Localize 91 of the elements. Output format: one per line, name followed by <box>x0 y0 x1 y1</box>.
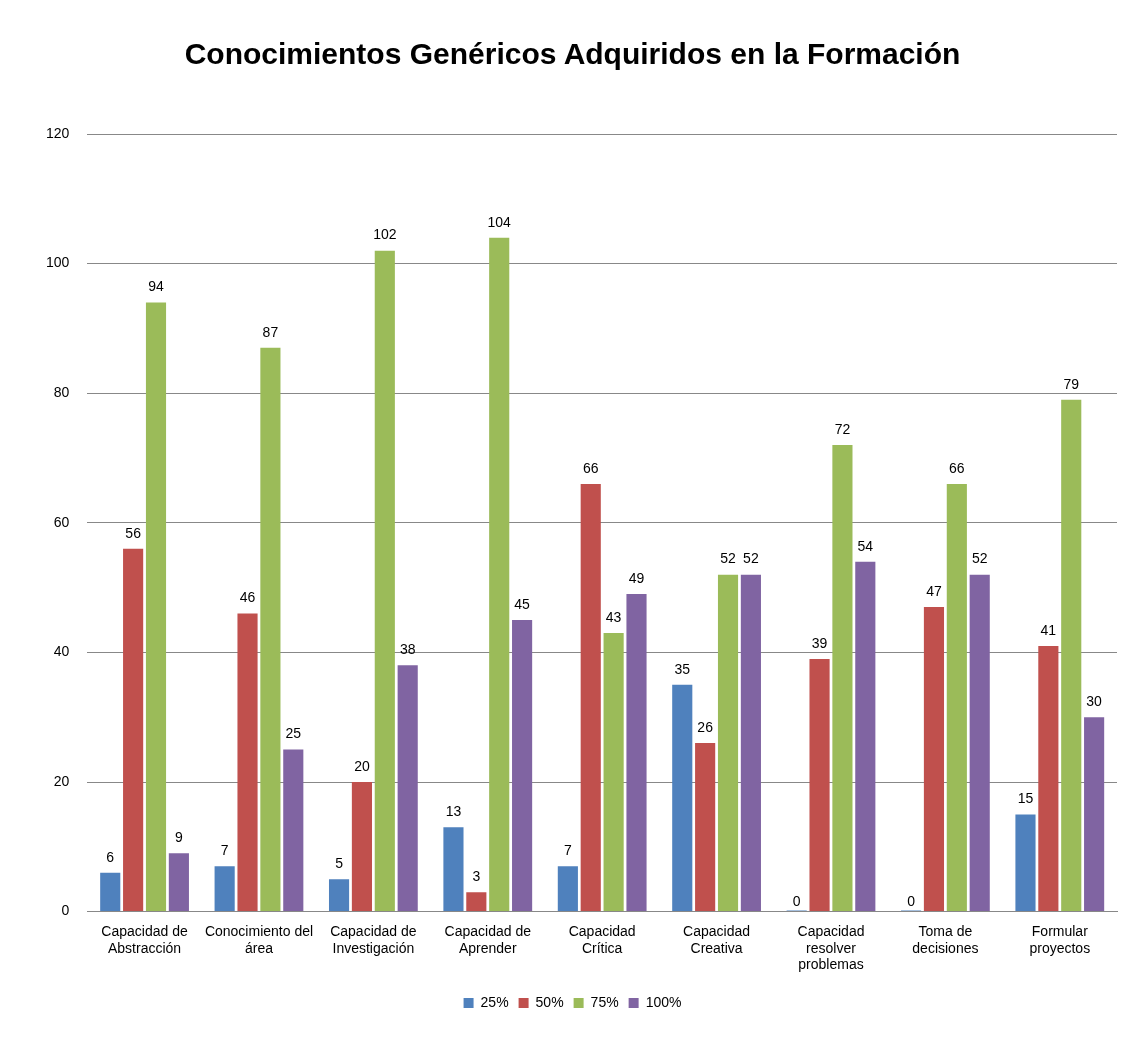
bar <box>717 574 739 912</box>
data-label: 6 <box>106 848 115 865</box>
data-label: 52 <box>743 550 759 567</box>
bar <box>443 827 464 912</box>
data-label: 54 <box>857 537 874 554</box>
data-label: 66 <box>949 459 965 476</box>
data-label: 72 <box>834 420 851 437</box>
y-tick-label: 60 <box>53 513 70 530</box>
bar <box>695 743 716 912</box>
bar <box>283 749 304 912</box>
data-label: 0 <box>792 893 801 910</box>
bar <box>123 548 144 912</box>
x-tick-label: Capacidad resolver problemas <box>797 922 865 973</box>
data-label: 25 <box>285 725 302 742</box>
bar <box>466 892 487 912</box>
data-label: 94 <box>148 278 164 295</box>
data-label: 20 <box>354 757 370 774</box>
bar <box>923 607 945 912</box>
data-label: 13 <box>445 803 462 820</box>
bar <box>168 853 189 912</box>
y-tick-label: 40 <box>53 643 70 660</box>
data-label: 45 <box>514 595 531 612</box>
bar <box>740 574 761 912</box>
data-label: 79 <box>1063 375 1080 392</box>
data-label: 5 <box>335 855 344 872</box>
bar <box>1015 814 1036 912</box>
bar <box>672 684 693 912</box>
data-label: 66 <box>582 459 599 476</box>
bar <box>351 782 372 912</box>
data-label: 52 <box>720 550 737 567</box>
bar <box>512 620 533 912</box>
bar <box>100 872 121 912</box>
y-tick-label: 0 <box>61 902 70 919</box>
data-label: 35 <box>674 660 691 677</box>
y-tick-label: 100 <box>46 254 70 271</box>
y-tick-label: 120 <box>46 124 70 141</box>
x-tick-label: Capacidad Crítica <box>568 922 636 956</box>
data-label: 41 <box>1040 621 1057 638</box>
legend-label: 100% <box>645 993 682 1010</box>
bar <box>489 237 510 912</box>
bar <box>855 561 876 912</box>
bar <box>832 445 853 912</box>
bar <box>214 866 235 912</box>
data-label: 49 <box>628 569 645 586</box>
bar <box>397 665 418 912</box>
data-label: 7 <box>220 842 229 859</box>
data-label: 30 <box>1086 693 1103 710</box>
data-label: 39 <box>811 634 828 651</box>
bar <box>809 658 830 912</box>
legend-label: 50% <box>535 993 564 1010</box>
bar <box>946 483 967 912</box>
data-label: 3 <box>472 868 481 885</box>
data-label: 26 <box>697 718 714 735</box>
legend-label: 25% <box>480 993 509 1010</box>
data-label: 43 <box>605 608 622 625</box>
bar <box>557 866 578 912</box>
bar <box>237 613 258 912</box>
legend-label: 75% <box>590 993 619 1010</box>
bar <box>626 594 647 912</box>
data-label: 56 <box>125 524 142 541</box>
y-tick-label: 80 <box>53 384 70 401</box>
data-label: 46 <box>239 589 256 606</box>
data-label: 102 <box>373 226 397 243</box>
data-label: 9 <box>174 829 183 846</box>
bar <box>328 879 350 912</box>
bar <box>145 302 167 912</box>
data-label: 0 <box>907 893 916 910</box>
x-tick-label: Capacidad de Aprender <box>444 922 532 956</box>
x-tick-label: Conocimiento del área <box>204 922 314 956</box>
bar <box>1038 645 1059 912</box>
x-tick-label: Capacidad de Abstracción <box>101 922 188 956</box>
bar <box>260 347 281 912</box>
bar <box>969 574 990 912</box>
bar <box>603 632 624 912</box>
data-label: 104 <box>487 213 512 230</box>
y-tick-label: 20 <box>53 772 70 789</box>
data-label: 7 <box>563 842 572 859</box>
data-label: 52 <box>971 550 988 567</box>
bar <box>374 250 395 912</box>
data-label: 47 <box>926 582 942 599</box>
data-label: 38 <box>399 641 416 658</box>
x-tick-label: Capacidad de Investigación <box>330 922 417 956</box>
x-tick-label: Toma de decisiones <box>912 922 979 956</box>
chart-title: Conocimientos Genéricos Adquiridos en la Formación <box>184 37 961 71</box>
bar <box>1061 399 1082 912</box>
x-tick-label: Formular proyectos <box>1029 922 1091 956</box>
data-label: 15 <box>1017 790 1034 807</box>
bar <box>1084 717 1105 912</box>
x-tick-label: Capacidad Creativa <box>683 922 751 956</box>
bar <box>580 483 601 912</box>
data-label: 87 <box>262 323 279 340</box>
